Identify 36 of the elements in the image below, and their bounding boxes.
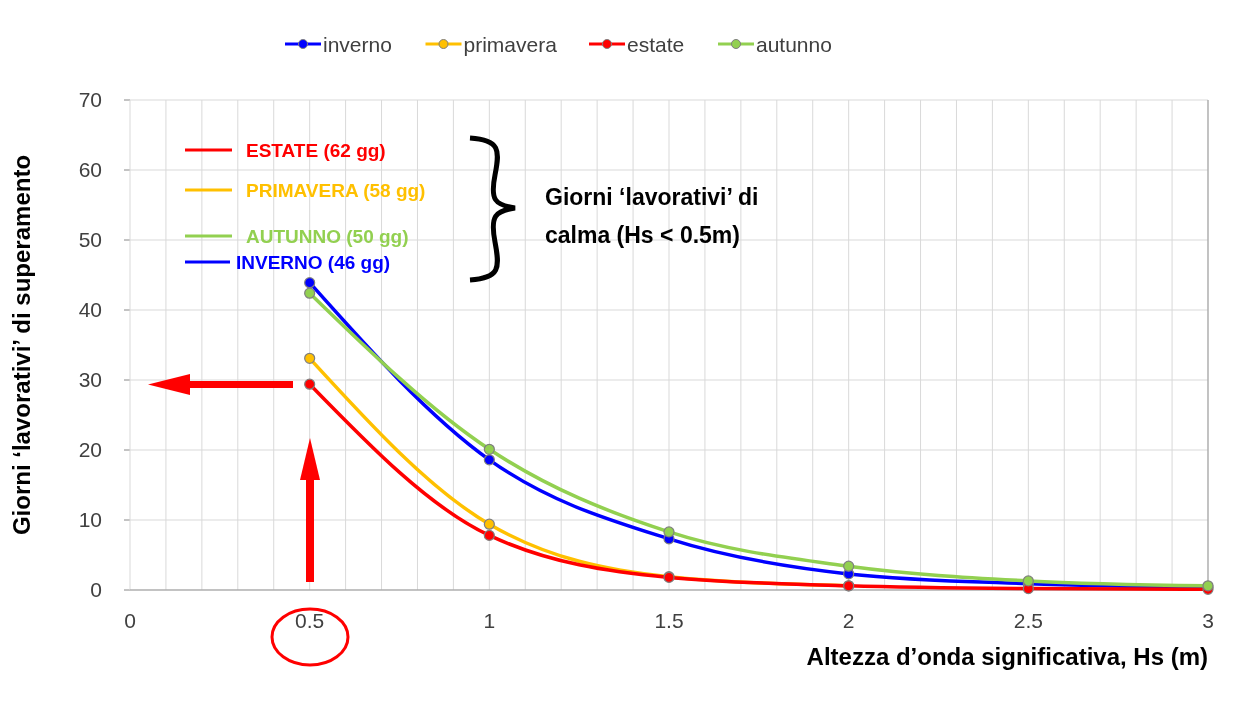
x-tick-label: 1 xyxy=(483,609,496,632)
x-axis-title: Altezza d’onda significativa, Hs (m) xyxy=(806,643,1208,670)
y-tick-label: 60 xyxy=(78,158,102,181)
y-tick-label: 50 xyxy=(78,228,102,251)
annotation: PRIMAVERA (58 gg) xyxy=(246,180,426,201)
x-tick-label: 3 xyxy=(1202,609,1214,632)
annotation: INVERNO (46 gg) xyxy=(236,252,391,273)
x-tick-label: 0.5 xyxy=(295,609,325,632)
y-axis-title: Giorni ‘lavorativi’ di superamento xyxy=(8,154,35,536)
point xyxy=(304,287,316,299)
y-tick-label: 30 xyxy=(78,368,102,391)
x-tick-label: 2.5 xyxy=(1013,609,1043,632)
point xyxy=(483,529,495,541)
x-tick-label: 2 xyxy=(842,609,855,632)
y-tick-label: 0 xyxy=(90,578,102,601)
legend-label: autunno xyxy=(756,33,832,56)
point xyxy=(663,526,675,538)
point xyxy=(304,378,316,390)
x-tick-label: 1.5 xyxy=(654,609,684,632)
x-tick-label: 0 xyxy=(124,609,136,632)
point xyxy=(483,454,495,466)
y-tick-label: 10 xyxy=(78,508,102,531)
point xyxy=(304,277,316,289)
point xyxy=(843,560,855,572)
point xyxy=(483,443,495,455)
y-tick-label: 40 xyxy=(78,298,102,321)
point xyxy=(304,352,316,364)
annotation: AUTUNNO (50 gg) xyxy=(246,226,409,247)
y-tick-label: 20 xyxy=(78,438,102,461)
y-tick-label: 70 xyxy=(78,88,102,111)
point xyxy=(483,518,495,530)
annotation: ESTATE (62 gg) xyxy=(246,140,386,161)
legend-label: inverno xyxy=(323,33,392,56)
legend-label: estate xyxy=(627,33,685,56)
legend-label: primavera xyxy=(463,33,558,56)
annotation: Giorni ‘lavorativi’ di calma (Hs < 0.5m) xyxy=(545,184,759,248)
